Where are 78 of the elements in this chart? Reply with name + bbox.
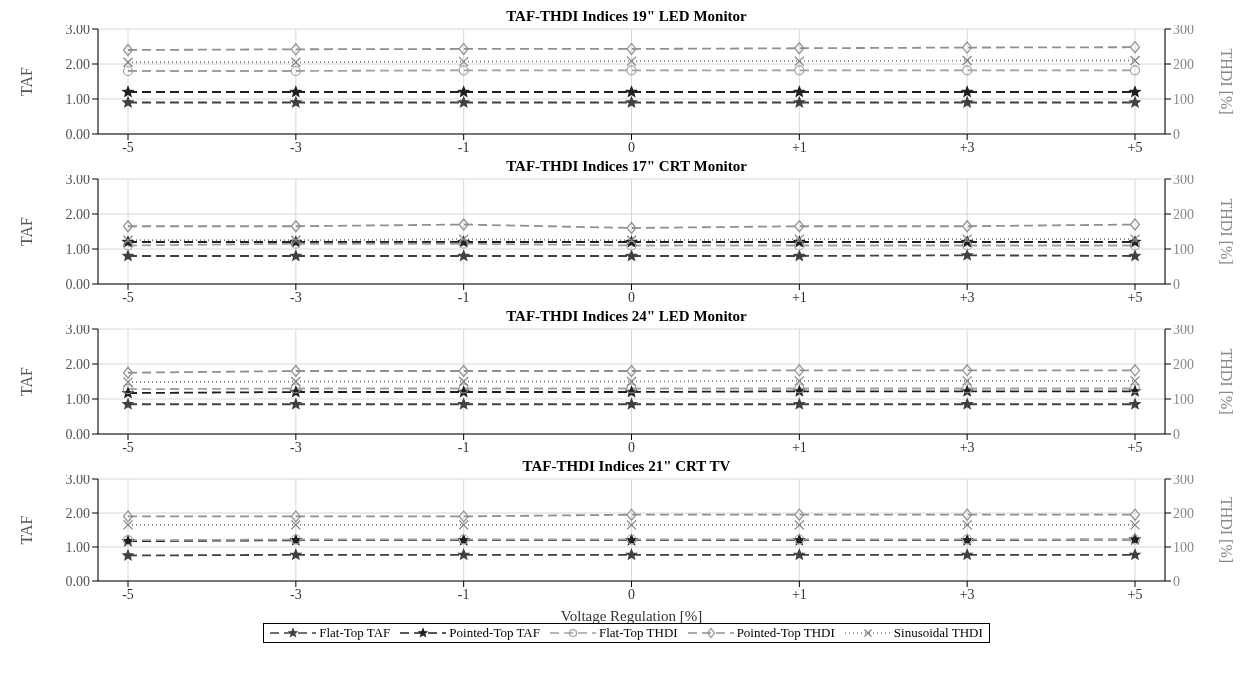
x-tick-label: +1 (791, 289, 807, 305)
y2-axis-title: THDI [%] (1218, 198, 1236, 265)
y-tick-label: 3.00 (65, 471, 90, 487)
y-tick-label: 2.00 (65, 56, 90, 72)
x-tick-label: +1 (791, 139, 807, 155)
x-tick-label: +3 (959, 439, 975, 455)
y2-axis-title: THDI [%] (1218, 496, 1236, 564)
y2-axis-title: THDI [%] (1218, 348, 1236, 415)
y-tick-label: 3.00 (65, 171, 90, 187)
x-tick-label: +5 (1127, 586, 1143, 602)
x-tick-label: -5 (122, 289, 134, 305)
y-tick-label: 2.00 (65, 356, 90, 372)
x-tick-label: +5 (1127, 139, 1143, 155)
x-axis-title: Voltage Regulation [%] (560, 608, 703, 624)
y2-tick-label: 100 (1173, 539, 1194, 555)
y-tick-label: 1.00 (65, 539, 90, 555)
x-tick-label: 0 (628, 439, 635, 455)
chart-title: TAF-THDI Indices 24" LED Monitor (506, 308, 747, 324)
y2-tick-label: 200 (1173, 505, 1194, 521)
y-tick-label: 0.00 (65, 426, 90, 442)
x-tick-label: +3 (959, 289, 975, 305)
y-tick-label: 2.00 (65, 505, 90, 521)
y-axis-title: TAF (17, 216, 35, 246)
y-tick-label: 0.00 (65, 573, 90, 589)
chart-title: TAF-THDI Indices 19" LED Monitor (506, 8, 747, 24)
x-tick-label: -5 (122, 586, 134, 602)
x-tick-label: +5 (1127, 439, 1143, 455)
y2-tick-label: 200 (1173, 356, 1194, 372)
x-tick-label: -5 (122, 139, 134, 155)
x-tick-label: -3 (290, 439, 302, 455)
y2-tick-label: 0 (1173, 426, 1180, 442)
x-tick-label: -1 (457, 139, 470, 155)
x-tick-label: -1 (457, 289, 470, 305)
x-tick-label: -1 (457, 586, 470, 602)
y-tick-label: 3.00 (65, 321, 90, 337)
y2-tick-label: 300 (1173, 171, 1194, 187)
y2-axis-title: THDI [%] (1218, 48, 1236, 115)
legend-label: Flat-Top TAF (319, 625, 391, 641)
legend-label: Sinusoidal THDI (893, 625, 983, 641)
x-tick-label: +5 (1127, 289, 1143, 305)
y2-tick-label: 100 (1173, 391, 1194, 407)
y-tick-label: 2.00 (65, 206, 90, 222)
x-tick-label: +3 (959, 139, 975, 155)
y2-tick-label: 100 (1173, 91, 1194, 107)
chart-title: TAF-THDI Indices 17" CRT Monitor (506, 158, 747, 174)
legend-label: Pointed-Top THDI (736, 625, 835, 641)
x-tick-label: -3 (290, 586, 302, 602)
y-tick-label: 0.00 (65, 126, 90, 142)
x-tick-label: 0 (628, 139, 635, 155)
y-tick-label: 0.00 (65, 276, 90, 292)
y-axis-title: TAF (17, 515, 35, 545)
y2-tick-label: 100 (1173, 241, 1194, 257)
x-tick-label: 0 (628, 289, 635, 305)
y2-tick-label: 0 (1173, 276, 1180, 292)
chart-title: TAF-THDI Indices 21" CRT TV (522, 458, 731, 474)
y-tick-label: 3.00 (65, 21, 90, 37)
y2-tick-label: 300 (1173, 471, 1194, 487)
y2-tick-label: 200 (1173, 56, 1194, 72)
y-tick-label: 1.00 (65, 241, 90, 257)
y-tick-label: 1.00 (65, 91, 90, 107)
x-tick-label: +3 (959, 586, 975, 602)
y2-tick-label: 300 (1173, 21, 1194, 37)
y-tick-label: 1.00 (65, 391, 90, 407)
x-tick-label: -5 (122, 439, 134, 455)
y-axis-title: TAF (17, 366, 35, 396)
x-tick-label: -3 (290, 139, 302, 155)
x-tick-label: +1 (791, 439, 807, 455)
y2-tick-label: 300 (1173, 321, 1194, 337)
y2-tick-label: 0 (1173, 126, 1180, 142)
x-tick-label: 0 (628, 586, 635, 602)
legend-label: Flat-Top THDI (598, 625, 678, 641)
x-tick-label: -1 (457, 439, 470, 455)
x-tick-label: +1 (791, 586, 807, 602)
y-axis-title: TAF (17, 66, 35, 96)
legend-label: Pointed-Top TAF (449, 625, 540, 641)
y2-tick-label: 200 (1173, 206, 1194, 222)
x-tick-label: -3 (290, 289, 302, 305)
y2-tick-label: 0 (1173, 573, 1180, 589)
